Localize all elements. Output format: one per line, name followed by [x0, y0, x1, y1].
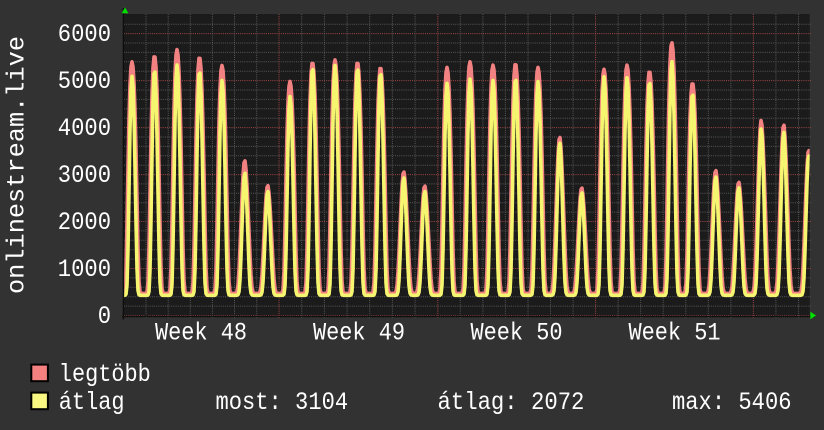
svg-text:1000: 1000 [58, 255, 111, 284]
svg-text:max: 5406: max: 5406 [672, 388, 792, 417]
svg-text:5000: 5000 [58, 67, 111, 96]
svg-text:3000: 3000 [58, 161, 111, 190]
svg-text:Week 50: Week 50 [471, 319, 563, 348]
svg-text:Week 48: Week 48 [155, 319, 247, 348]
svg-text:2000: 2000 [58, 208, 111, 237]
svg-text:átlag: 2072: átlag: 2072 [438, 388, 585, 417]
svg-text:Week 51: Week 51 [629, 319, 721, 348]
svg-text:átlag: átlag [59, 388, 125, 417]
svg-text:legtöbb: legtöbb [59, 360, 151, 389]
svg-text:6000: 6000 [58, 20, 111, 49]
svg-text:onlinestream.live: onlinestream.live [3, 36, 32, 294]
svg-text:0: 0 [98, 302, 111, 331]
svg-text:Week 49: Week 49 [313, 319, 405, 348]
svg-text:most: 3104: most: 3104 [216, 388, 349, 417]
svg-text:4000: 4000 [58, 114, 111, 143]
